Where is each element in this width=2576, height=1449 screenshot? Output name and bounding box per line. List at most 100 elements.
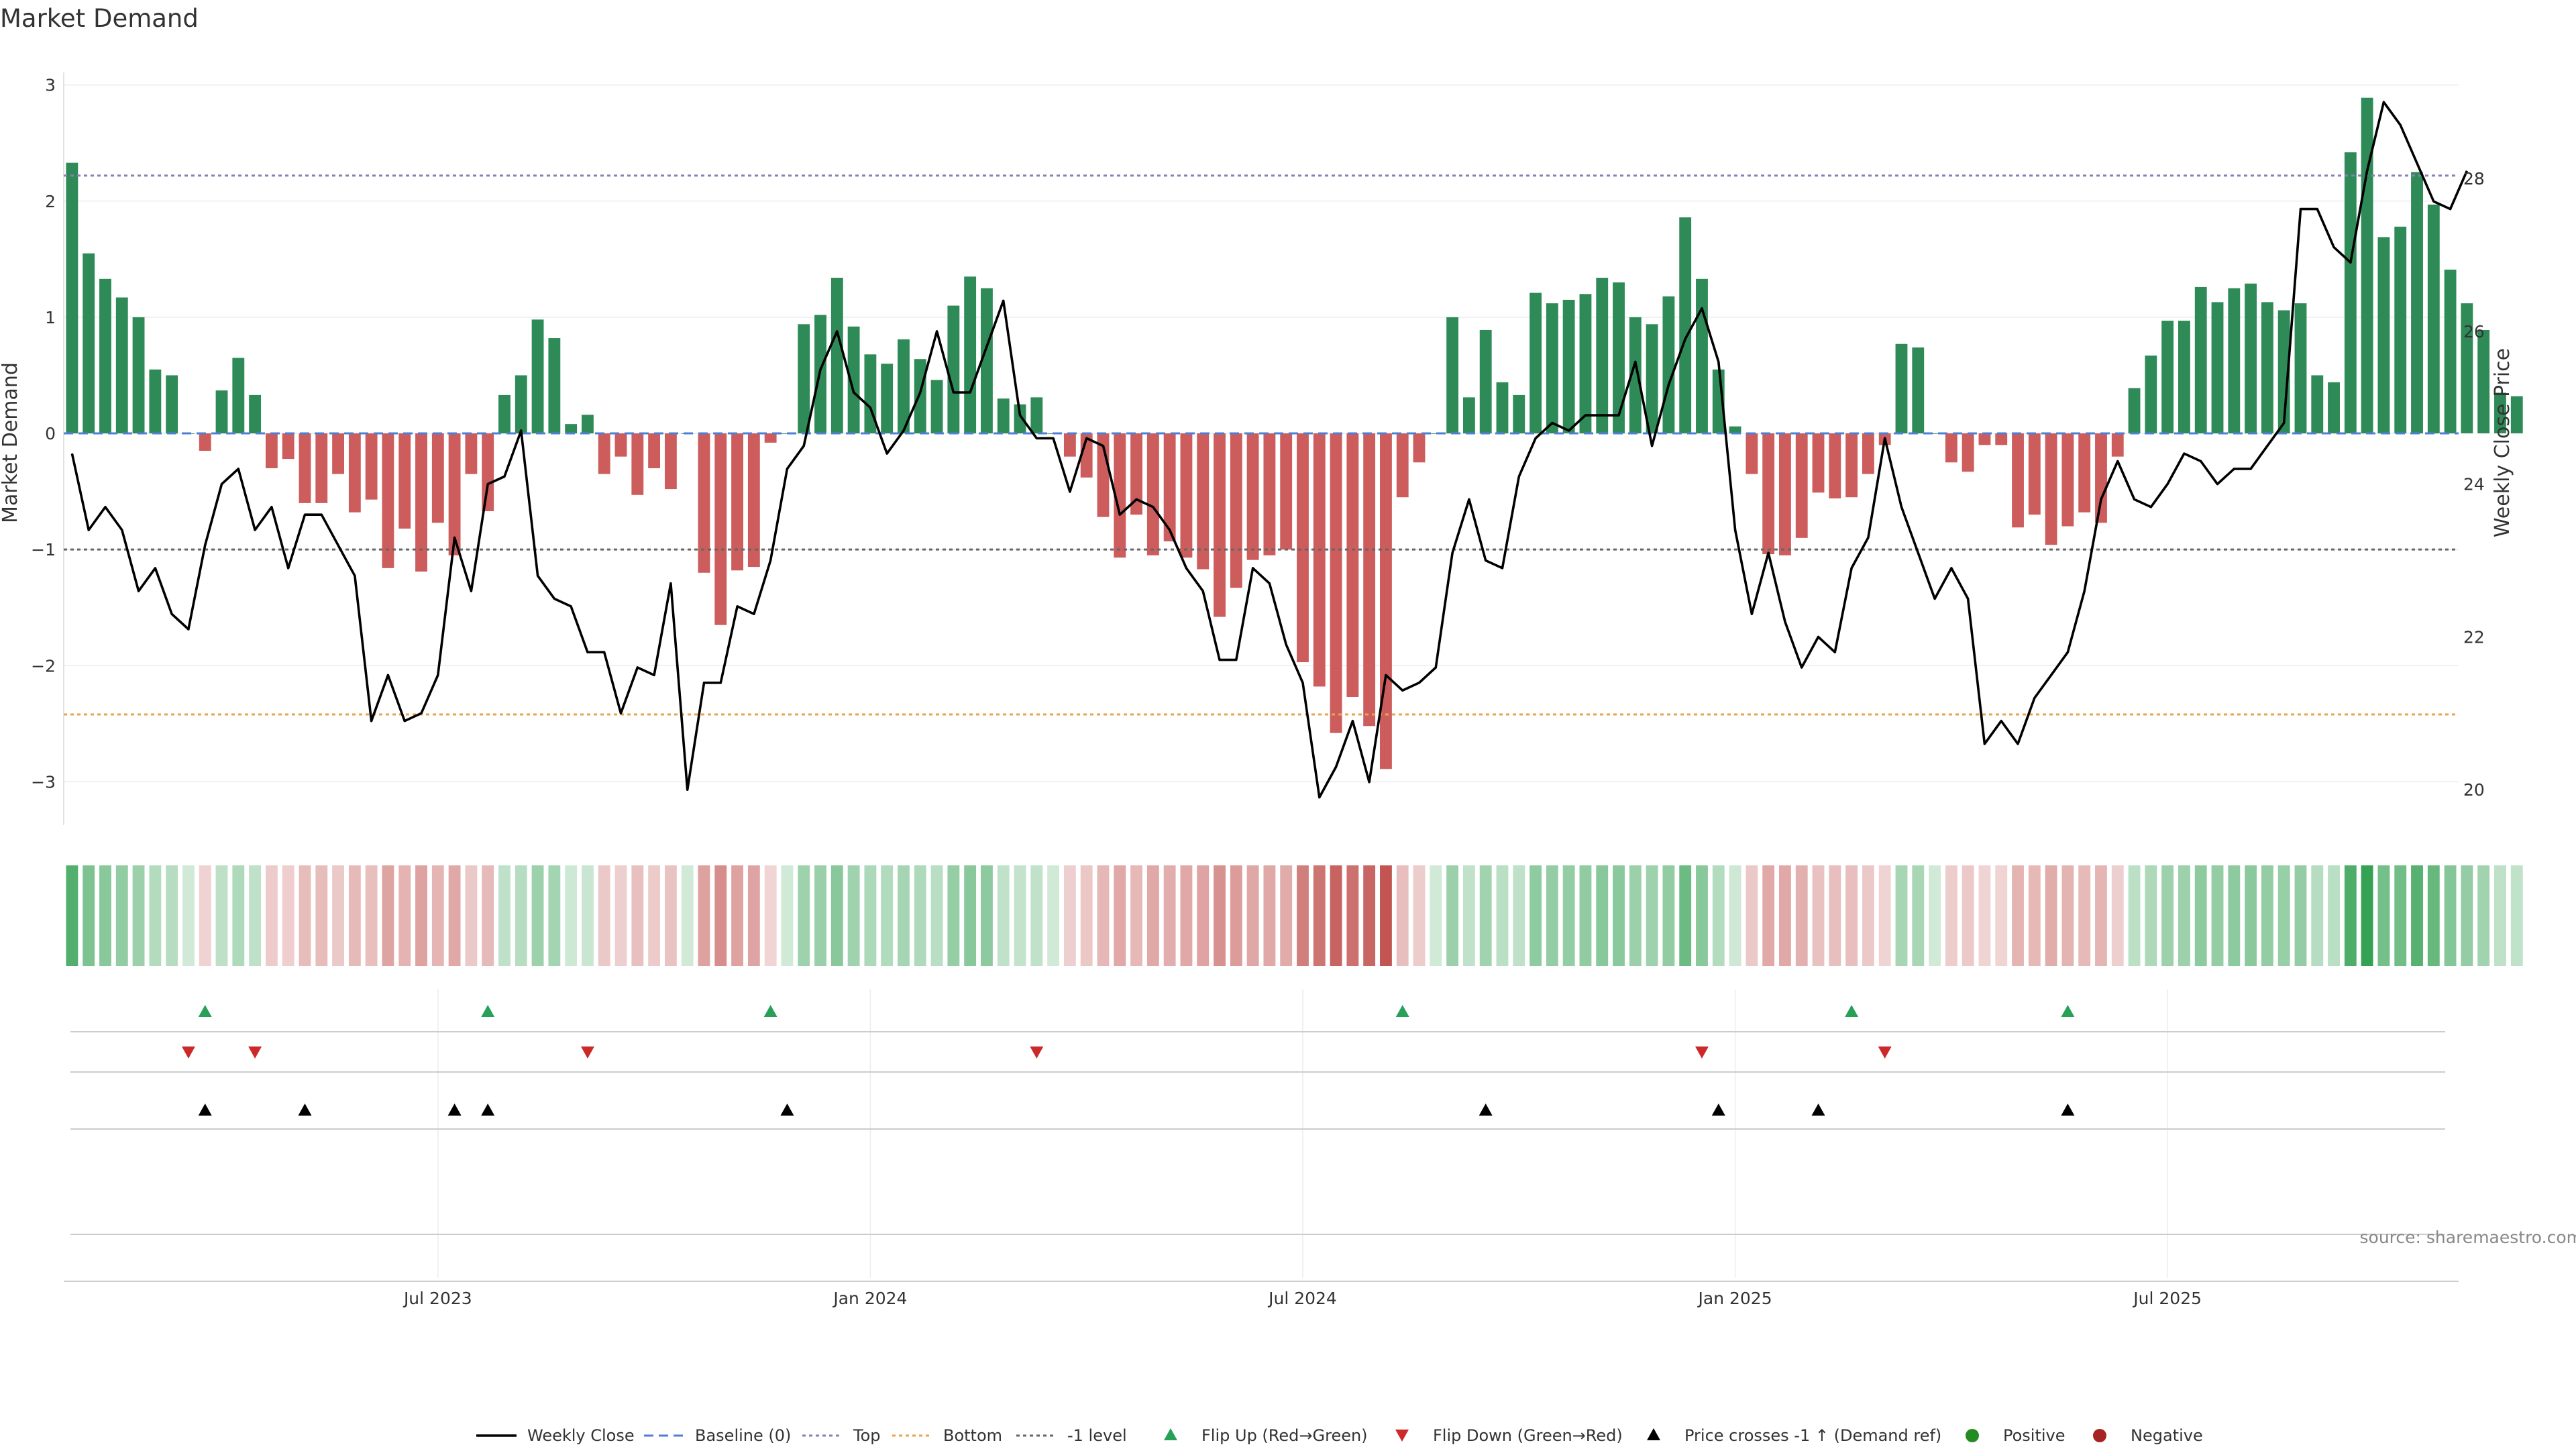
demand-bar bbox=[1529, 292, 1542, 434]
demand-bar bbox=[731, 433, 743, 571]
demand-bar bbox=[1895, 343, 1908, 434]
heat-cell bbox=[1529, 865, 1542, 966]
heat-cell bbox=[1995, 865, 2008, 966]
heat-cell bbox=[2145, 865, 2157, 966]
demand-bar bbox=[215, 390, 228, 434]
heat-cell bbox=[1396, 865, 1409, 966]
demand-bar bbox=[1396, 433, 1409, 498]
heat-cell bbox=[2344, 865, 2357, 966]
heat-cell bbox=[2394, 865, 2407, 966]
heat-cell bbox=[199, 865, 211, 966]
heat-cell bbox=[149, 865, 162, 966]
right-tick-label: 26 bbox=[2463, 322, 2485, 341]
heat-cell bbox=[1330, 865, 1342, 966]
left-tick-label: 0 bbox=[45, 424, 56, 443]
heat-cell bbox=[498, 865, 511, 966]
heat-cell bbox=[1146, 865, 1159, 966]
flip-up-marker bbox=[1845, 1005, 1859, 1017]
demand-bar bbox=[2377, 237, 2390, 434]
price-cross-marker bbox=[447, 1104, 462, 1116]
heat-cell bbox=[398, 865, 411, 966]
demand-bar bbox=[1146, 433, 1159, 555]
heat-cell bbox=[2194, 865, 2207, 966]
right-axis-title: Weekly Close Price bbox=[2491, 348, 2514, 537]
price-cross-marker bbox=[298, 1104, 312, 1116]
demand-bar bbox=[315, 433, 328, 503]
heat-cell bbox=[2161, 865, 2174, 966]
demand-bar bbox=[1546, 303, 1558, 434]
demand-bar bbox=[1513, 394, 1525, 434]
demand-bar bbox=[2394, 226, 2407, 434]
legend: Weekly Close Baseline (0) Top Bottom -1 leve… bbox=[476, 1426, 2203, 1445]
demand-bar bbox=[1246, 433, 1259, 560]
flip-down-marker bbox=[248, 1046, 262, 1059]
demand-bar bbox=[2061, 433, 2074, 527]
demand-bar bbox=[1479, 329, 1492, 434]
heat-cell bbox=[1246, 865, 1259, 966]
demand-bar bbox=[83, 253, 95, 434]
heat-cell bbox=[930, 865, 943, 966]
heat-cell bbox=[99, 865, 111, 966]
demand-bar bbox=[1679, 217, 1692, 434]
heat-cell bbox=[1912, 865, 1925, 966]
heat-cell bbox=[2095, 865, 2107, 966]
demand-bar bbox=[282, 433, 294, 460]
demand-bar bbox=[2045, 433, 2057, 545]
demand-bar bbox=[382, 433, 394, 568]
heat-cell bbox=[631, 865, 644, 966]
heat-cell bbox=[1513, 865, 1525, 966]
demand-bar bbox=[1945, 433, 1957, 463]
heat-cell bbox=[282, 865, 294, 966]
heat-cell bbox=[648, 865, 661, 966]
demand-bar bbox=[1114, 433, 1126, 558]
heat-cell bbox=[548, 865, 561, 966]
demand-bar bbox=[881, 364, 894, 434]
heat-cell bbox=[830, 865, 843, 966]
demand-bar bbox=[531, 319, 544, 434]
heat-cell bbox=[847, 865, 860, 966]
legend-label: Flip Down (Green→Red) bbox=[1433, 1426, 1623, 1445]
heat-cell bbox=[664, 865, 677, 966]
flip-down-marker bbox=[1695, 1046, 1709, 1059]
demand-bar bbox=[598, 433, 610, 474]
right-axis-ticks: 28 26 24 22 20 bbox=[2463, 169, 2485, 800]
demand-bar bbox=[249, 394, 262, 434]
heat-cell bbox=[83, 865, 95, 966]
demand-bar bbox=[1130, 433, 1142, 515]
heat-cell bbox=[1346, 865, 1359, 966]
demand-bar bbox=[2078, 433, 2091, 513]
demand-bar bbox=[1562, 299, 1575, 434]
demand-bar bbox=[99, 278, 111, 434]
heat-cell bbox=[1795, 865, 1808, 966]
heat-cell bbox=[1363, 865, 1376, 966]
heat-cell bbox=[1712, 865, 1725, 966]
demand-bar bbox=[2028, 433, 2041, 515]
heat-cell bbox=[1696, 865, 1708, 966]
legend-swatch-triangle-up bbox=[1647, 1428, 1660, 1440]
heat-cell bbox=[2477, 865, 2490, 966]
heat-cell bbox=[1297, 865, 1309, 966]
heat-cell bbox=[166, 865, 178, 966]
heat-cell bbox=[1313, 865, 1326, 966]
left-tick-label: −1 bbox=[31, 540, 56, 559]
demand-bar bbox=[1063, 433, 1076, 457]
heat-cell bbox=[1779, 865, 1791, 966]
heat-cell bbox=[1562, 865, 1575, 966]
heat-cell bbox=[1746, 865, 1758, 966]
price-cross-marker bbox=[1479, 1104, 1493, 1116]
demand-bar bbox=[2261, 302, 2273, 434]
heat-cell bbox=[515, 865, 527, 966]
heat-cell bbox=[531, 865, 544, 966]
heat-cell bbox=[1047, 865, 1060, 966]
heat-cell bbox=[2377, 865, 2390, 966]
demand-bar bbox=[997, 398, 1010, 434]
demand-bar bbox=[1413, 433, 1426, 463]
heat-cell bbox=[2178, 865, 2190, 966]
heat-cell bbox=[1413, 865, 1426, 966]
demand-bar bbox=[648, 433, 661, 468]
heat-cell bbox=[964, 865, 977, 966]
heat-cell bbox=[2411, 865, 2423, 966]
left-tick-label: 3 bbox=[45, 76, 56, 95]
demand-bar bbox=[2211, 302, 2224, 434]
